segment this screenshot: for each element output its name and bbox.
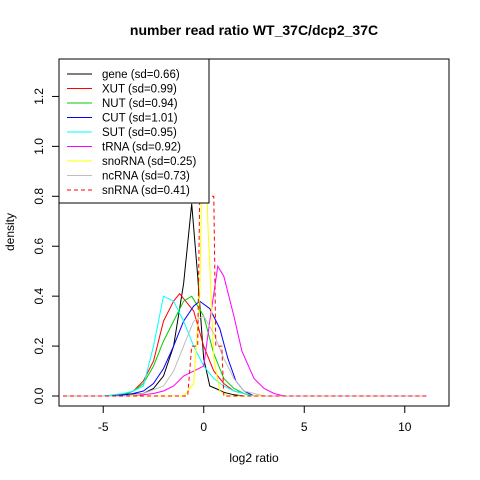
legend-label-5: tRNA (sd=0.92): [102, 142, 181, 154]
chart-title: number read ratio WT_37C/dcp2_37C: [130, 22, 378, 38]
legend: gene (sd=0.66) XUT (sd=0.99) NUT (sd=0.94)…: [58, 58, 210, 204]
y-tick-label: 0.6: [32, 238, 46, 255]
y-axis-label: density: [3, 213, 17, 251]
legend-label-2: NUT (sd=0.94): [102, 98, 178, 110]
y-tick-label: 0.8: [32, 188, 46, 205]
legend-label-6: snoRNA (sd=0.25): [102, 156, 196, 168]
y-tick-label: 0.0: [32, 387, 46, 404]
x-tick-label: 10: [398, 420, 412, 434]
series-line-4: [63, 295, 425, 397]
x-tick-label: 5: [301, 420, 308, 434]
legend-label-3: CUT (sd=1.01): [102, 113, 178, 125]
legend-label-7: ncRNA (sd=0.73): [102, 171, 190, 183]
x-tick-label: 0: [200, 420, 207, 434]
x-axis-label: log2 ratio: [229, 451, 279, 465]
y-tick-label: 0.4: [32, 288, 46, 305]
legend-label-0: gene (sd=0.66): [102, 69, 180, 81]
legend-label-4: SUT (sd=0.95): [102, 127, 177, 139]
y-tick-label: 0.2: [32, 337, 46, 354]
legend-label-1: XUT (sd=0.99): [102, 84, 177, 96]
x-tick-label: -5: [98, 420, 109, 434]
series-line-7: [63, 315, 425, 397]
legend-label-8: snRNA (sd=0.41): [102, 185, 190, 197]
y-tick-label: 1.2: [32, 88, 46, 105]
y-tick-label: 1.0: [32, 138, 46, 155]
plot-frame: [58, 58, 450, 407]
series-layer: [63, 68, 429, 397]
legend-box: [58, 58, 210, 204]
series-line-5: [63, 264, 425, 397]
